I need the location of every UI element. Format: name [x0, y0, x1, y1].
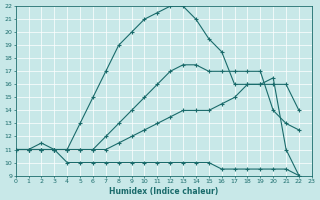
X-axis label: Humidex (Indice chaleur): Humidex (Indice chaleur) [109, 187, 218, 196]
